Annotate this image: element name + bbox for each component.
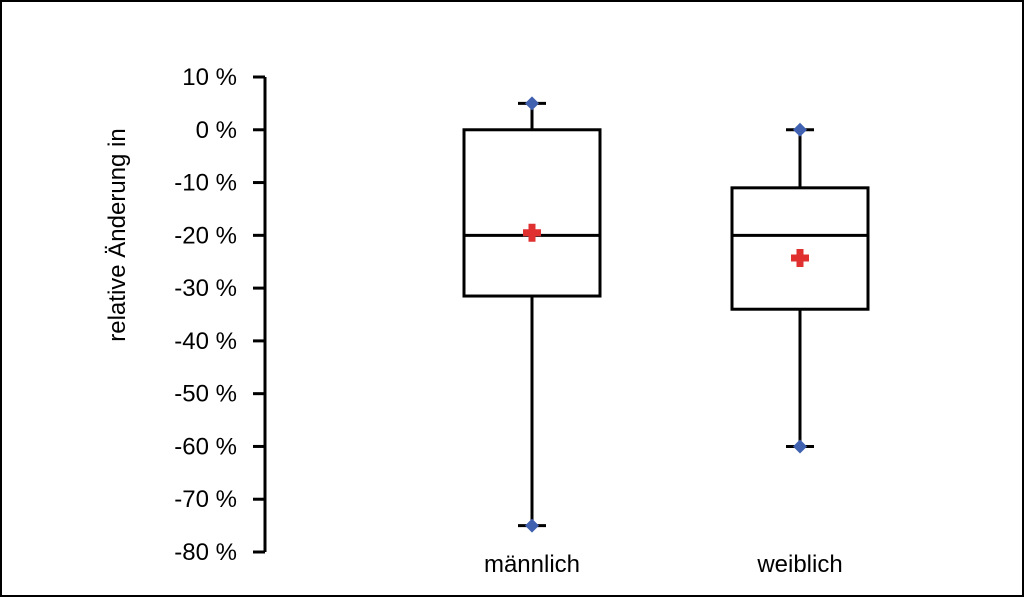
y-tick-label: 10 % — [182, 64, 237, 91]
max-marker — [793, 122, 807, 137]
y-axis: 10 % 0 % -10 % -20 % -30 % -40 % -50 % -60 % -70… — [174, 64, 267, 566]
max-marker — [525, 96, 539, 111]
boxes — [462, 96, 870, 533]
y-tick-label: -50 % — [174, 381, 237, 408]
y-tick-label: 0 % — [196, 117, 237, 144]
y-tick-label: -60 % — [174, 433, 237, 460]
box-weiblich — [730, 122, 870, 454]
iqr-box — [462, 128, 602, 298]
mean-marker — [523, 223, 541, 242]
y-tick-label: -80 % — [174, 539, 237, 566]
y-tick-label: -10 % — [174, 170, 237, 197]
mean-marker — [791, 249, 809, 268]
y-tick-label: -30 % — [174, 275, 237, 302]
box-maennlich — [462, 96, 602, 533]
min-marker — [793, 439, 807, 454]
y-axis-label: relative Änderung in — [104, 128, 131, 341]
y-tick-label: -70 % — [174, 486, 237, 513]
y-tick-label: -40 % — [174, 328, 237, 355]
y-tick-label: -20 % — [174, 222, 237, 249]
min-marker — [525, 518, 539, 533]
iqr-box — [730, 186, 870, 311]
category-label: männlich — [484, 551, 580, 578]
category-labels: männlich weiblich — [484, 551, 843, 578]
category-label: weiblich — [756, 551, 842, 578]
